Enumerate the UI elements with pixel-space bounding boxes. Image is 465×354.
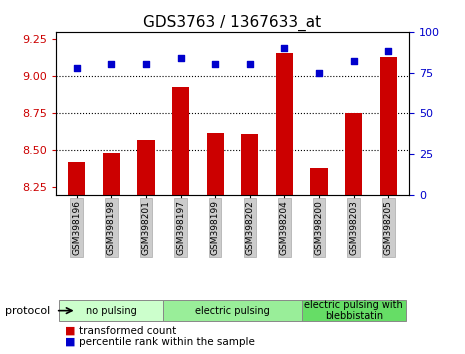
Text: GSM398200: GSM398200 — [315, 200, 324, 255]
Bar — [137, 140, 154, 195]
Text: protocol: protocol — [5, 306, 50, 316]
Point — [107, 62, 115, 67]
Text: percentile rank within the sample: percentile rank within the sample — [79, 337, 255, 347]
Title: GDS3763 / 1367633_at: GDS3763 / 1367633_at — [143, 14, 322, 30]
Bar — [206, 132, 224, 195]
Text: electric pulsing with
blebbistatin: electric pulsing with blebbistatin — [305, 300, 403, 321]
Bar — [380, 57, 397, 195]
Bar — [241, 134, 259, 195]
Text: ■: ■ — [65, 326, 76, 336]
Text: GSM398197: GSM398197 — [176, 200, 185, 255]
Text: GSM398202: GSM398202 — [246, 200, 254, 255]
Text: GSM398196: GSM398196 — [72, 200, 81, 255]
Point — [315, 70, 323, 75]
FancyBboxPatch shape — [302, 300, 406, 321]
Text: GSM398199: GSM398199 — [211, 200, 219, 255]
Point — [246, 62, 253, 67]
Bar — [172, 87, 189, 195]
Bar — [68, 162, 85, 195]
Bar — [103, 153, 120, 195]
Text: GSM398201: GSM398201 — [141, 200, 150, 255]
Text: ■: ■ — [65, 337, 76, 347]
FancyBboxPatch shape — [163, 300, 302, 321]
Text: no pulsing: no pulsing — [86, 306, 137, 316]
Point — [142, 62, 150, 67]
Text: GSM398198: GSM398198 — [107, 200, 116, 255]
Point — [281, 45, 288, 51]
Point — [385, 48, 392, 54]
Point — [212, 62, 219, 67]
Text: GSM398204: GSM398204 — [280, 200, 289, 255]
Point — [177, 55, 184, 61]
FancyBboxPatch shape — [59, 300, 163, 321]
Bar — [276, 53, 293, 195]
Text: electric pulsing: electric pulsing — [195, 306, 270, 316]
Bar — [345, 113, 362, 195]
Bar — [311, 168, 328, 195]
Text: GSM398203: GSM398203 — [349, 200, 358, 255]
Point — [350, 58, 358, 64]
Text: transformed count: transformed count — [79, 326, 176, 336]
Point — [73, 65, 80, 70]
Text: GSM398205: GSM398205 — [384, 200, 393, 255]
